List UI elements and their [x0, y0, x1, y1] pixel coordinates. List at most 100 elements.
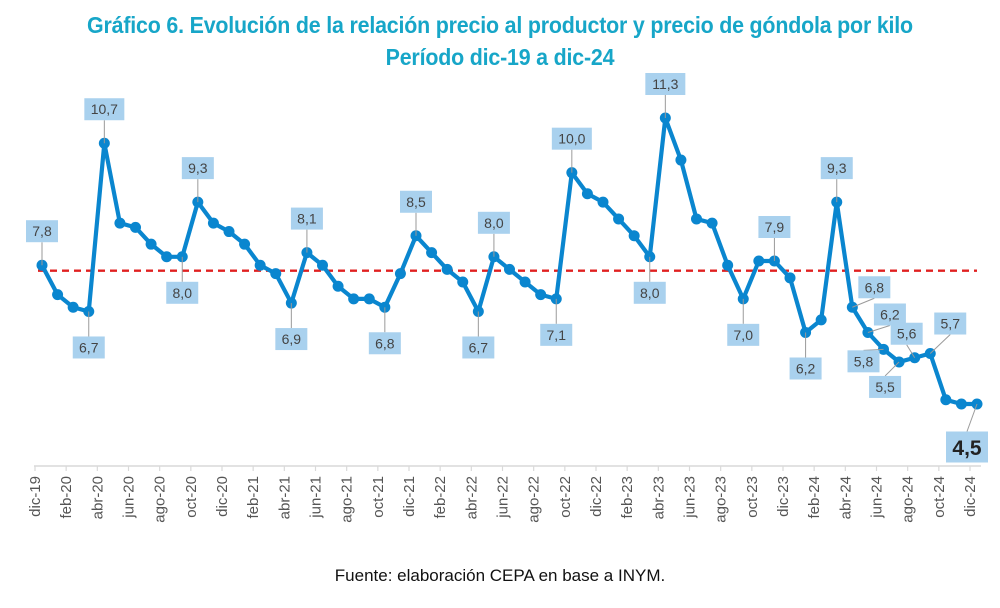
data-label-text: 4,5 [952, 437, 982, 460]
data-point [207, 217, 219, 229]
data-label-text: 9,3 [188, 160, 208, 176]
data-label-text: 9,3 [827, 160, 847, 176]
data-label-text: 7,9 [765, 219, 785, 235]
x-tick-label: abr-21 [276, 476, 293, 519]
data-point [613, 213, 625, 225]
data-point [753, 255, 765, 267]
data-point [114, 217, 126, 229]
data-label: 7,9 [758, 216, 791, 261]
data-label-text: 6,8 [865, 279, 885, 295]
series-line-group [36, 112, 983, 410]
x-tick-label: dic-20 [214, 476, 231, 517]
data-label-box [26, 220, 58, 243]
data-label-text: 7,8 [32, 223, 52, 239]
data-label-box [290, 207, 323, 230]
x-tick-label: dic-21 [401, 476, 418, 517]
x-axis: dic-19 feb-20 abr-20 jun-20 ago-20 oct-20 dic-… [27, 465, 981, 523]
data-label: 9,3 [181, 157, 214, 203]
data-point [394, 268, 406, 280]
data-label: 5,6 [890, 322, 923, 358]
data-label-text: 7,0 [734, 327, 754, 343]
x-tick-label: jun-21 [308, 476, 325, 519]
data-point [363, 293, 375, 305]
data-label-leader [966, 403, 978, 432]
data-label-box [368, 332, 401, 355]
data-label-box [166, 281, 199, 304]
x-tick-label: abr-22 [463, 476, 480, 519]
data-label-text: 5,6 [897, 326, 917, 342]
data-label: 4,5 [946, 403, 988, 463]
data-label-leader [884, 361, 900, 377]
data-label-text: 5,8 [854, 353, 874, 369]
data-label-text: 6,8 [375, 335, 395, 351]
data-label-box [400, 190, 432, 213]
data-label-box [820, 157, 853, 180]
x-tick-label: jun-24 [869, 476, 886, 519]
data-label: 7,0 [727, 298, 760, 346]
x-tick-label: oct-22 [557, 476, 574, 518]
data-label: 7,1 [540, 298, 573, 346]
data-label-box [275, 328, 308, 351]
data-label: 6,8 [852, 276, 891, 308]
data-labels-group: 7,8 6,7 10,7 8,0 9,3 6,9 8,1 6,8 8,5 6,7 8,0 7,1 10,… [26, 73, 988, 463]
data-label: 11,3 [645, 73, 686, 118]
data-label-box [551, 127, 592, 150]
data-point [457, 276, 469, 288]
data-point [784, 272, 796, 284]
data-label: 5,8 [847, 348, 884, 373]
data-point [301, 247, 313, 259]
chart-source: Fuente: elaboración CEPA en base a INYM. [334, 566, 666, 585]
data-label-text: 6,7 [469, 339, 489, 355]
data-label-box [462, 336, 495, 359]
data-label-text: 8,0 [640, 285, 660, 301]
data-label-text: 8,1 [297, 211, 317, 227]
data-point [161, 251, 173, 263]
x-tick-label: oct-24 [931, 476, 948, 518]
data-point [691, 213, 702, 225]
data-label-text: 6,9 [282, 331, 302, 347]
x-tick-label: feb-24 [806, 476, 823, 519]
data-point [722, 259, 734, 271]
x-tick-label: jun-20 [121, 476, 138, 519]
x-tick-label: ago-23 [713, 476, 730, 523]
data-point [223, 226, 235, 238]
data-point [706, 217, 718, 229]
data-label-text: 10,7 [91, 101, 118, 117]
data-label: 9,3 [820, 157, 853, 203]
x-tick-label: ago-24 [900, 476, 917, 523]
data-label-text: 11,3 [652, 76, 678, 92]
x-tick-label: oct-20 [183, 476, 200, 518]
data-label: 5,7 [929, 312, 967, 354]
data-point [426, 247, 438, 259]
data-point [145, 238, 157, 250]
x-tick-label: jun-22 [495, 476, 512, 519]
data-label: 10,0 [551, 127, 592, 173]
data-point [67, 301, 79, 313]
data-label: 5,5 [869, 361, 902, 398]
data-label: 6,7 [462, 311, 495, 359]
x-tick-label: feb-23 [619, 476, 636, 519]
data-label: 8,0 [477, 211, 510, 257]
data-label-text: 8,5 [406, 194, 426, 210]
x-tick-label: dic-24 [962, 476, 979, 517]
x-tick-label: feb-22 [432, 476, 449, 519]
data-label-box [873, 303, 906, 326]
data-label: 6,8 [368, 307, 401, 355]
x-tick-label: dic-22 [588, 476, 605, 517]
x-tick-label: feb-20 [58, 476, 75, 519]
data-label-text: 6,2 [880, 307, 900, 323]
data-point [270, 268, 282, 280]
data-point [815, 314, 827, 326]
data-label-box [847, 350, 880, 373]
data-point [535, 289, 547, 301]
x-tick-label: dic-19 [27, 476, 44, 517]
data-label-box [181, 157, 214, 180]
data-point [955, 398, 967, 410]
data-label: 7,8 [26, 220, 58, 266]
x-tick-label: jun-23 [682, 476, 699, 519]
data-label-box [934, 312, 967, 335]
data-label-text: 8,0 [484, 215, 504, 231]
data-label: 8,5 [400, 190, 432, 236]
x-tick-label: feb-21 [245, 476, 262, 519]
